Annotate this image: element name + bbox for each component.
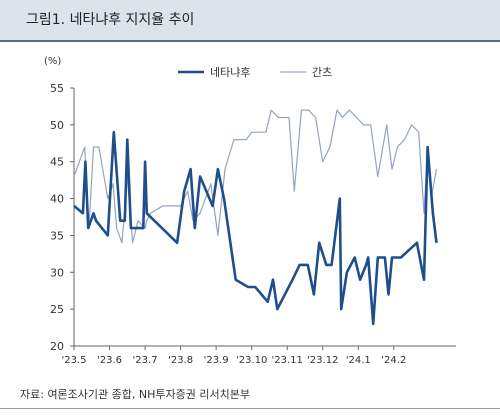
y-tick-label: 40: [50, 193, 64, 206]
y-unit-label: (%): [44, 56, 61, 67]
x-tick-label: '23.10: [236, 355, 267, 366]
bottom-divider: [0, 408, 500, 409]
y-tick-label: 45: [50, 156, 64, 169]
y-tick-label: 55: [50, 82, 64, 95]
series-line-netanyahu: [74, 132, 437, 324]
y-tick-label: 20: [50, 340, 64, 353]
x-tick-label: '23.5: [61, 355, 86, 366]
line-chart: 20 25 30 35 40 45 50 55 (%) '23.5 '23.6 '23.7 '23.8 '…: [0, 42, 500, 382]
x-tick-label: '23.6: [97, 355, 122, 366]
x-tick-label: '23.11: [272, 355, 303, 366]
x-tick-label: '24.1: [346, 355, 371, 366]
x-tick-label: '23.7: [133, 355, 158, 366]
legend-gantz-label: 간츠: [312, 66, 332, 79]
x-tick-label: '24.2: [381, 355, 406, 366]
source-note: 자료: 여론조사기관 종합, NH투자증권 리서치본부: [20, 386, 250, 402]
legend-netanyahu-label: 네타냐후: [210, 66, 250, 79]
figure-title-bar: 그림1. 네타냐후 지지율 추이: [0, 0, 500, 40]
x-tick-label: '23.9: [204, 355, 229, 366]
x-tick-label: '23.8: [168, 355, 193, 366]
y-tick-label: 30: [50, 266, 64, 279]
figure-title: 그림1. 네타냐후 지지율 추이: [26, 9, 194, 29]
y-tick-label: 35: [50, 229, 64, 242]
y-tick-label: 25: [50, 303, 64, 316]
x-tick-label: '23.12: [307, 355, 338, 366]
y-tick-label: 50: [50, 119, 64, 132]
